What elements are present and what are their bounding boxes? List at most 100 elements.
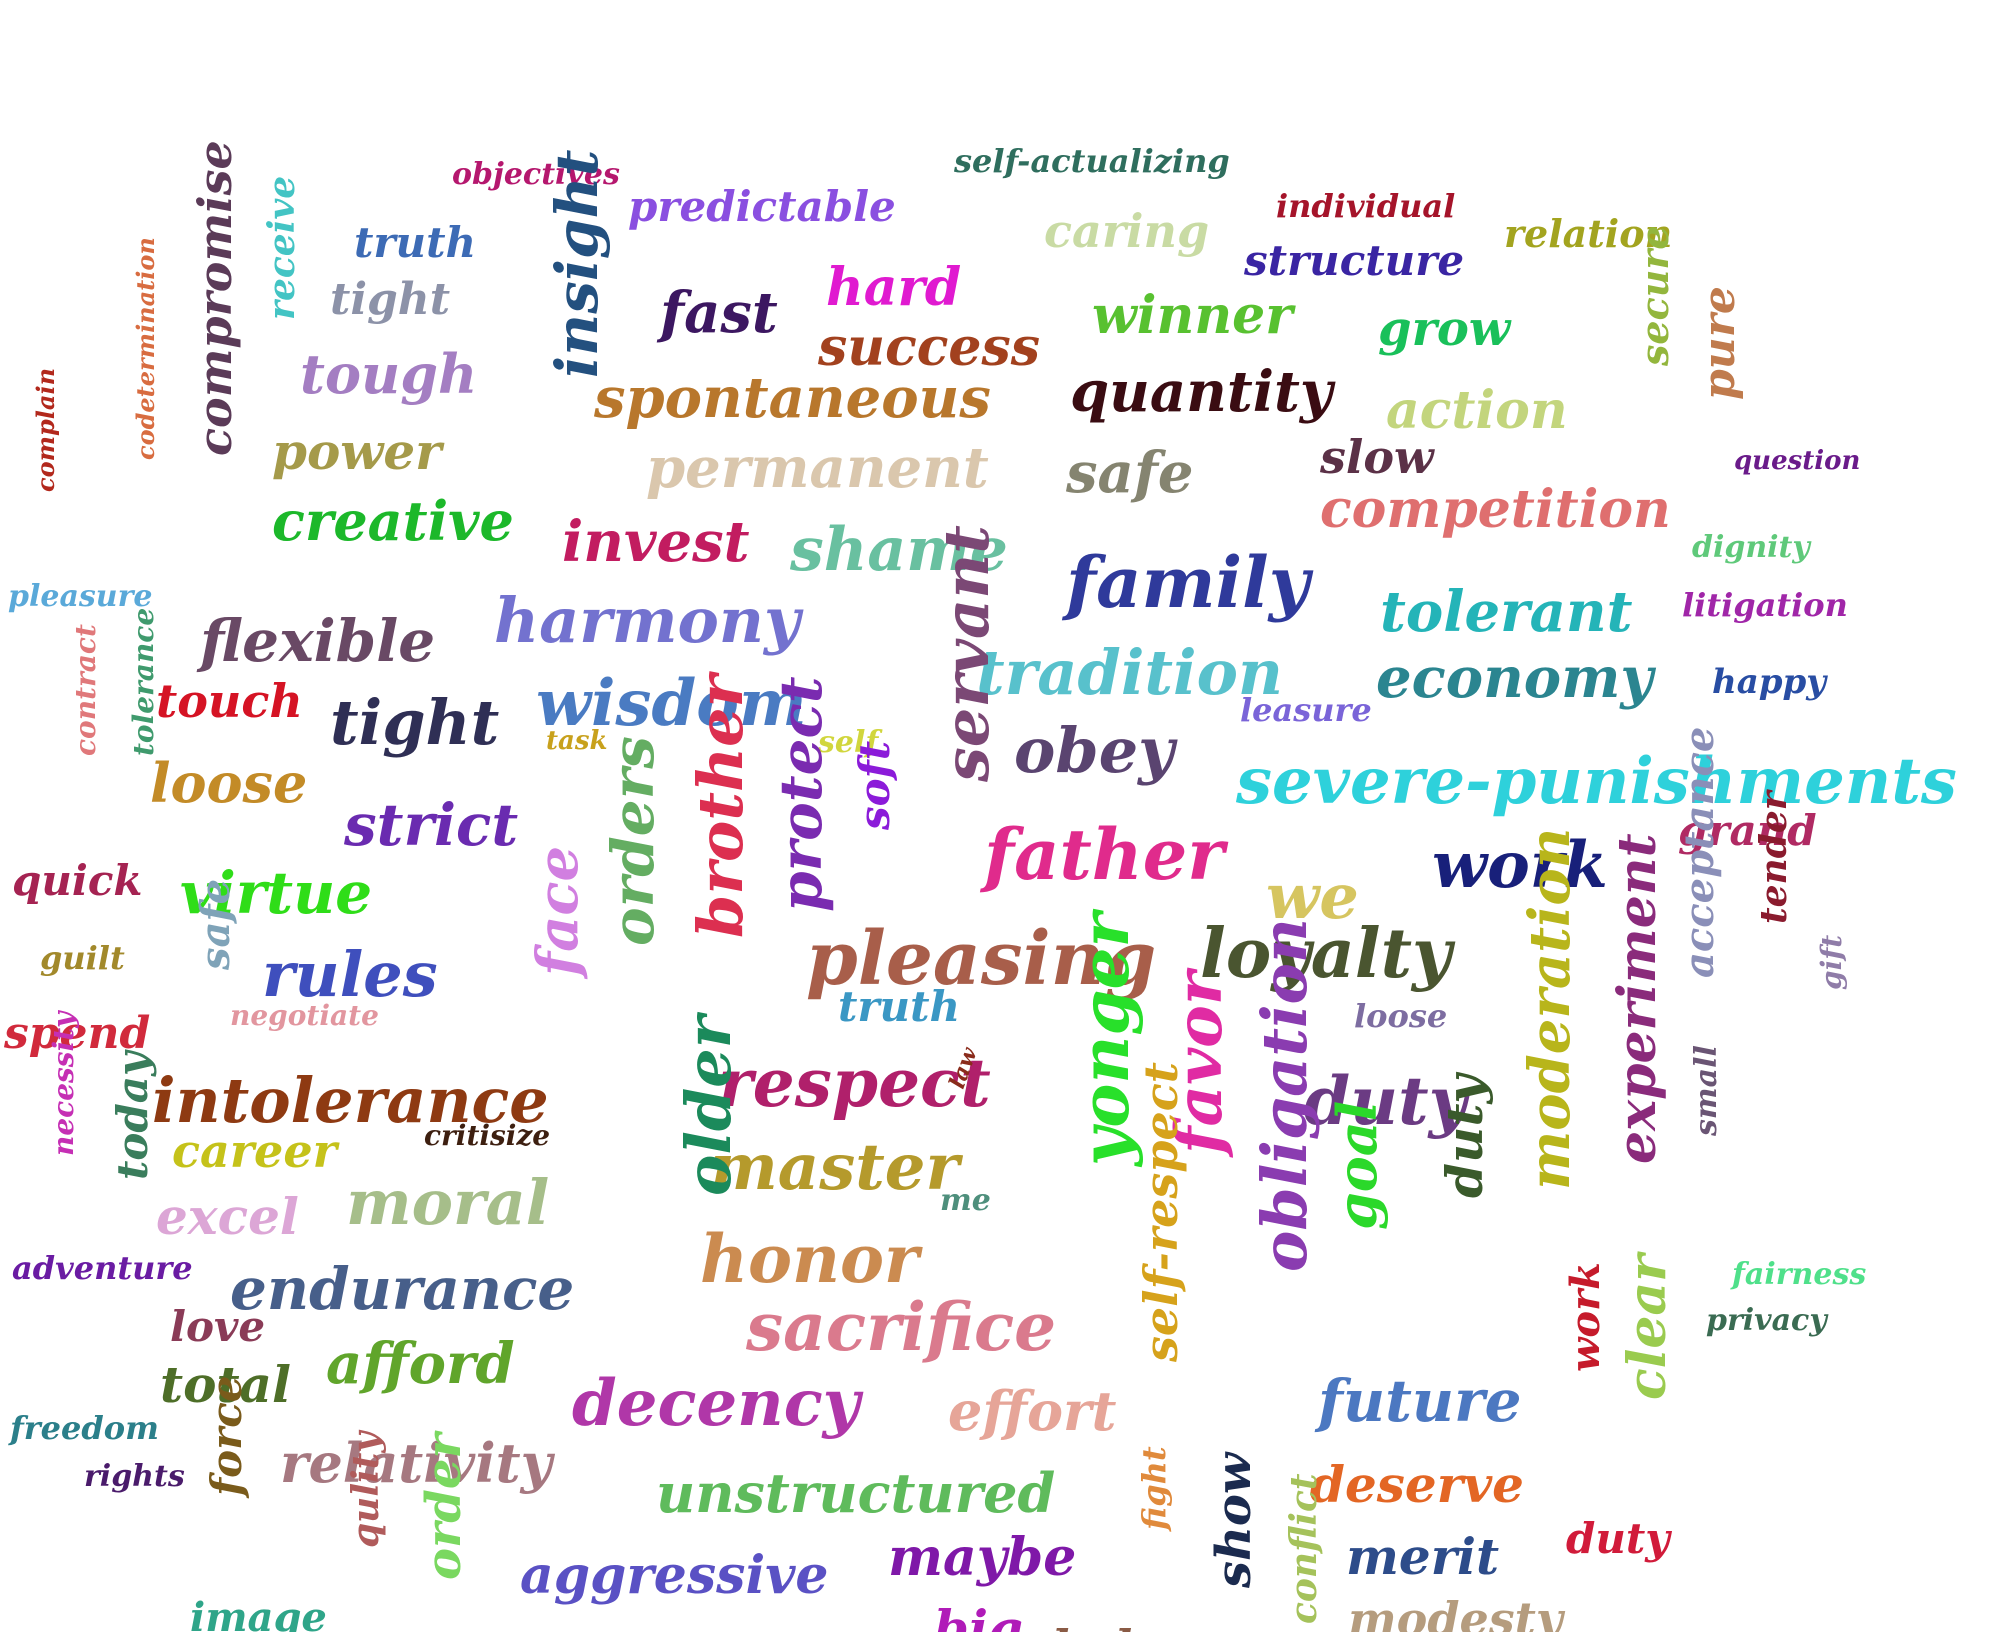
word: goal (1325, 1100, 1389, 1230)
word: critisize (424, 1119, 551, 1152)
word: tolerant (1380, 579, 1633, 645)
word: today (108, 1051, 157, 1180)
word: rights (84, 1459, 185, 1494)
word: self-respect (1134, 1062, 1188, 1362)
word: clear (1617, 1254, 1678, 1400)
word: love (170, 1302, 266, 1351)
word: privacy (1706, 1303, 1827, 1338)
word: success (818, 317, 1041, 378)
word: permanent (646, 435, 989, 501)
word: relativity (280, 1431, 552, 1495)
word: individual (1276, 187, 1456, 225)
word: grow (1378, 301, 1511, 357)
word: invest (562, 509, 750, 575)
word: me (940, 1183, 991, 1218)
word: power (272, 422, 442, 481)
word: maybe (888, 1527, 1077, 1588)
word: modesty (1348, 1592, 1563, 1632)
word: deserve (1310, 1455, 1524, 1514)
word: duty (1566, 1514, 1670, 1563)
word: protect (767, 676, 835, 912)
word: negotiate (230, 999, 379, 1032)
word: quantity (1070, 359, 1333, 425)
word: safe (192, 878, 239, 970)
word: total (160, 1355, 291, 1414)
word: grand (1678, 806, 1817, 855)
word: sacrifice (746, 1288, 1057, 1366)
word: insight (543, 149, 611, 378)
word: force (202, 1375, 251, 1496)
word: loose (1354, 997, 1448, 1035)
word: big (934, 1599, 1023, 1632)
word: tradition (976, 636, 1284, 709)
word: endurance (230, 1255, 575, 1323)
word: shame (790, 515, 1008, 585)
word: freedom (10, 1409, 159, 1447)
word: creative (272, 489, 514, 553)
word: yonger (1066, 912, 1144, 1166)
word: solidarity (634, 1630, 888, 1632)
word: acceptance (1676, 726, 1723, 978)
word: soft (850, 740, 899, 830)
word: happy (1712, 662, 1827, 702)
word: tight (330, 686, 500, 759)
word: loyalty (1200, 914, 1452, 994)
word: career (172, 1124, 337, 1178)
word: codetermination (131, 237, 160, 460)
word: hard (826, 257, 962, 318)
word: touch (156, 674, 303, 728)
word: experiment (1607, 833, 1668, 1164)
word: self-actualizing (954, 142, 1230, 180)
word: family (1066, 541, 1310, 624)
word: dignity (1692, 530, 1810, 565)
word: moderation (1517, 827, 1583, 1190)
word: necessity (47, 1011, 80, 1156)
word: moral (346, 1166, 550, 1239)
word: servant (930, 525, 1003, 782)
word: father (984, 813, 1225, 896)
word: tender (1753, 791, 1795, 924)
word: decency (572, 1366, 860, 1441)
word: pure (1694, 286, 1745, 400)
word: severe-punishments (1236, 744, 1957, 819)
word: self (818, 725, 879, 760)
word: complain (31, 367, 60, 492)
word: future (1318, 1367, 1522, 1435)
word: contract (69, 624, 102, 756)
word: help (1052, 1624, 1164, 1632)
word: merit (1346, 1527, 1500, 1586)
word: order (416, 1433, 472, 1580)
word: virtue (180, 859, 373, 927)
word: safe (1066, 440, 1194, 506)
word: receive (261, 175, 303, 320)
word: guilt (40, 939, 125, 977)
word: litigation (1682, 586, 1848, 624)
word: slow (1320, 430, 1434, 484)
word: harmony (494, 584, 800, 657)
word: work (1432, 828, 1608, 903)
word: adventure (12, 1249, 193, 1287)
word: afford (326, 1331, 515, 1397)
word: task (546, 726, 608, 756)
word: winner (1092, 285, 1293, 346)
word: we (1266, 860, 1359, 933)
word: older (672, 1015, 745, 1196)
word: respect (718, 1044, 991, 1122)
word: unstructured (656, 1461, 1056, 1525)
word: truth (354, 218, 477, 267)
word: face (525, 845, 591, 976)
word: structure (1244, 236, 1465, 285)
word: effort (948, 1379, 1117, 1443)
word: excel (156, 1187, 299, 1246)
word: loose (150, 751, 308, 815)
word: predictable (628, 182, 896, 231)
word: tight (330, 274, 451, 325)
word: intolerance (152, 1064, 549, 1137)
word: image (190, 1594, 327, 1632)
word: work (1562, 1262, 1609, 1372)
word: fast (660, 280, 778, 346)
word: quick (12, 856, 143, 905)
word: show (1206, 1452, 1262, 1588)
word: truth (838, 982, 961, 1031)
word: spend (4, 1008, 151, 1059)
